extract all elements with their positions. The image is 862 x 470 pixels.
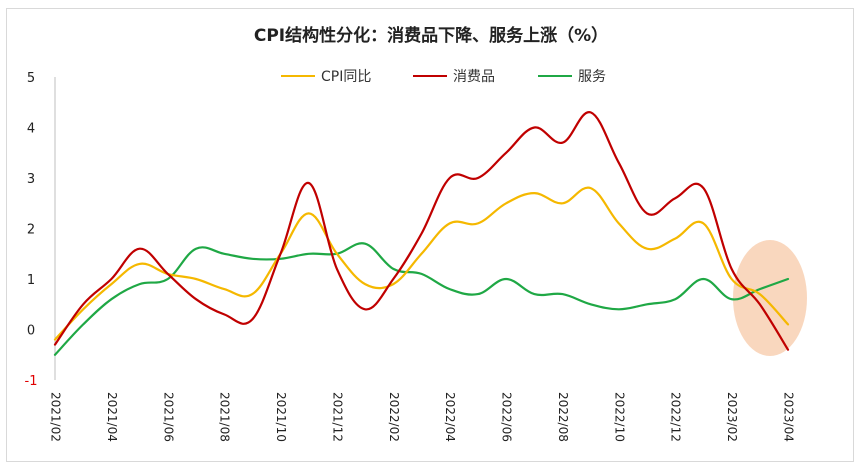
x-tick-label: 2021/02	[49, 392, 63, 442]
x-tick-label: 2021/04	[105, 392, 119, 442]
legend-swatch-goods	[413, 74, 447, 78]
x-tick-label: 2021/10	[274, 392, 288, 442]
x-tick-label: 2022/08	[556, 392, 570, 442]
x-tick-label: 2022/10	[612, 392, 626, 442]
legend-item-services: 服务	[538, 66, 606, 86]
y-tick-label: 2	[27, 223, 35, 238]
x-tick-label: 2022/02	[387, 392, 401, 442]
x-tick-label: 2021/06	[161, 392, 175, 442]
x-tick-label: 2023/04	[782, 392, 796, 442]
x-tick-label: 2021/12	[330, 392, 344, 442]
y-tick-label: 5	[27, 71, 35, 86]
y-tick-label: -1	[25, 374, 38, 389]
y-tick-label: 0	[27, 324, 35, 339]
legend-item-cpi: CPI同比	[281, 66, 371, 86]
legend-label-goods: 消费品	[453, 69, 495, 85]
y-tick-label: 3	[27, 172, 35, 187]
legend: CPI同比 消费品 服务	[0, 66, 862, 90]
legend-item-goods: 消费品	[413, 66, 495, 86]
x-tick-label: 2022/06	[500, 392, 514, 442]
highlight-ellipse	[733, 240, 807, 356]
x-tick-label: 2023/02	[725, 392, 739, 442]
series-line-services	[53, 242, 790, 356]
series-line-goods	[53, 111, 790, 351]
legend-label-cpi: CPI同比	[321, 69, 372, 85]
legend-swatch-cpi	[281, 74, 315, 78]
x-tick-label: 2021/08	[218, 392, 232, 442]
legend-swatch-services	[538, 74, 572, 78]
y-tick-label: 1	[27, 273, 35, 288]
x-tick-label: 2022/12	[669, 392, 683, 442]
y-tick-label: 4	[27, 122, 35, 137]
legend-label-services: 服务	[578, 69, 606, 85]
x-tick-label: 2022/04	[443, 392, 457, 442]
chart-title: CPI结构性分化：消费品下降、服务上涨（%）	[253, 26, 609, 46]
series-line-cpi	[53, 186, 790, 341]
